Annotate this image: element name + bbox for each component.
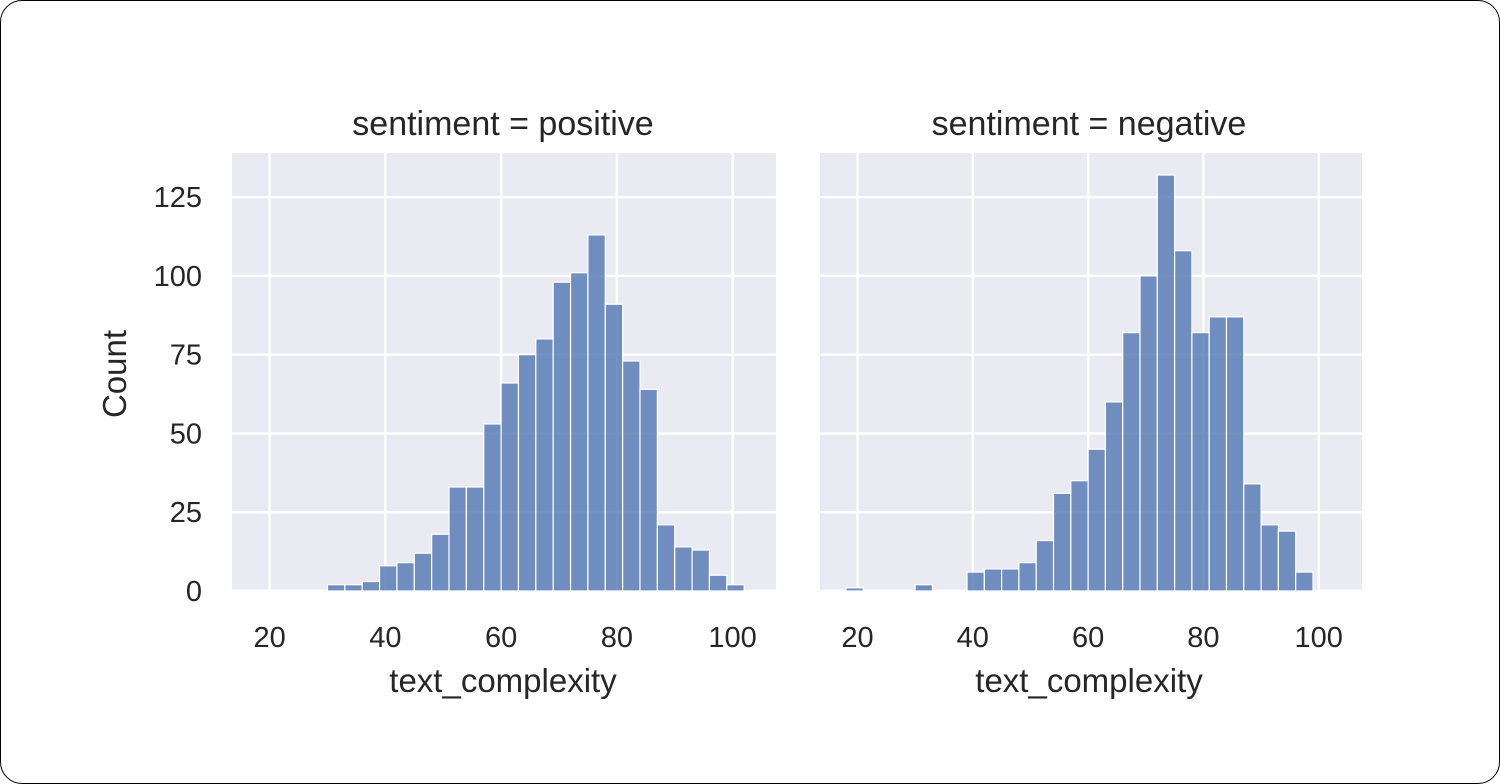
y-tick-label: 50: [170, 418, 202, 450]
histogram-bar: [674, 546, 693, 592]
histogram-bar: [1260, 524, 1279, 592]
histogram-bar: [552, 281, 572, 592]
histogram-bar: [1018, 562, 1037, 592]
histogram-bar: [517, 354, 537, 592]
x-axis-label-positive: text_complexity: [389, 662, 617, 699]
histogram-bar: [983, 568, 1003, 592]
y-tick-label: 0: [186, 576, 202, 608]
histogram-bar: [431, 533, 450, 592]
histogram-bar: [691, 549, 711, 592]
histogram-bar: [378, 565, 398, 592]
y-tick-label: 25: [170, 497, 202, 529]
panel-title-negative: sentiment = negative: [932, 105, 1247, 143]
histogram-bar: [587, 234, 606, 592]
histogram-bar: [1052, 492, 1072, 592]
panel-positive: sentiment = positive text_complexity 20 4…: [154, 105, 776, 699]
histogram-bar: [966, 571, 985, 592]
histogram-bar: [726, 584, 745, 592]
histogram-bar: [483, 423, 502, 592]
x-tick-label: 60: [485, 622, 517, 654]
histogram-bar: [604, 303, 624, 592]
histogram-bar: [1243, 483, 1262, 592]
histogram-bar: [1070, 480, 1089, 592]
histogram-bar: [1104, 401, 1124, 592]
histogram-bar: [361, 580, 381, 592]
x-tick-label: 20: [253, 622, 285, 654]
x-tick-label: 40: [369, 622, 401, 654]
histogram-bar: [396, 562, 415, 592]
y-tick-label: 75: [170, 340, 202, 372]
y-tick-label: 100: [154, 261, 202, 293]
histogram-bar: [535, 338, 554, 592]
histogram-bar: [1295, 571, 1314, 592]
x-axis-label-negative: text_complexity: [975, 662, 1203, 699]
histogram-bar: [448, 486, 467, 592]
histogram-bar: [413, 552, 433, 592]
panel-title-positive: sentiment = positive: [352, 105, 653, 143]
histogram-bar: [1277, 530, 1297, 592]
histogram-bar: [344, 584, 363, 592]
histogram-bar: [1122, 332, 1141, 592]
histogram-bar: [465, 486, 485, 592]
x-tick-label: 100: [708, 622, 756, 654]
histogram-bar: [1208, 316, 1228, 592]
histogram-bar: [1156, 174, 1176, 592]
x-tick-label: 60: [1072, 622, 1104, 654]
y-axis-label: Count: [96, 330, 133, 418]
histogram-bar: [1001, 568, 1020, 592]
panel-negative: sentiment = negative text_complexity 20 4…: [820, 105, 1362, 699]
x-tick-label: 20: [841, 622, 873, 654]
histogram-bar: [1035, 539, 1055, 592]
histogram-bar: [326, 584, 346, 592]
histogram-bar: [1139, 275, 1158, 592]
histogram-bar: [1087, 448, 1107, 592]
histogram-bar: [1191, 332, 1210, 592]
histogram-bar: [500, 382, 520, 592]
histogram-bar: [1225, 316, 1245, 592]
histogram-bar: [914, 584, 934, 592]
x-tick-label: 80: [601, 622, 633, 654]
y-tick-label: 125: [154, 182, 202, 214]
x-tick-label: 40: [957, 622, 989, 654]
histogram-bar: [639, 388, 658, 592]
histogram-bar: [569, 272, 589, 592]
histogram-bar: [708, 574, 728, 592]
histogram-bar: [1174, 250, 1193, 592]
histogram-bar: [622, 360, 641, 592]
x-tick-label: 80: [1187, 622, 1219, 654]
x-tick-label: 100: [1295, 622, 1343, 654]
histogram-bar: [845, 587, 864, 592]
histogram-bar: [656, 524, 676, 592]
